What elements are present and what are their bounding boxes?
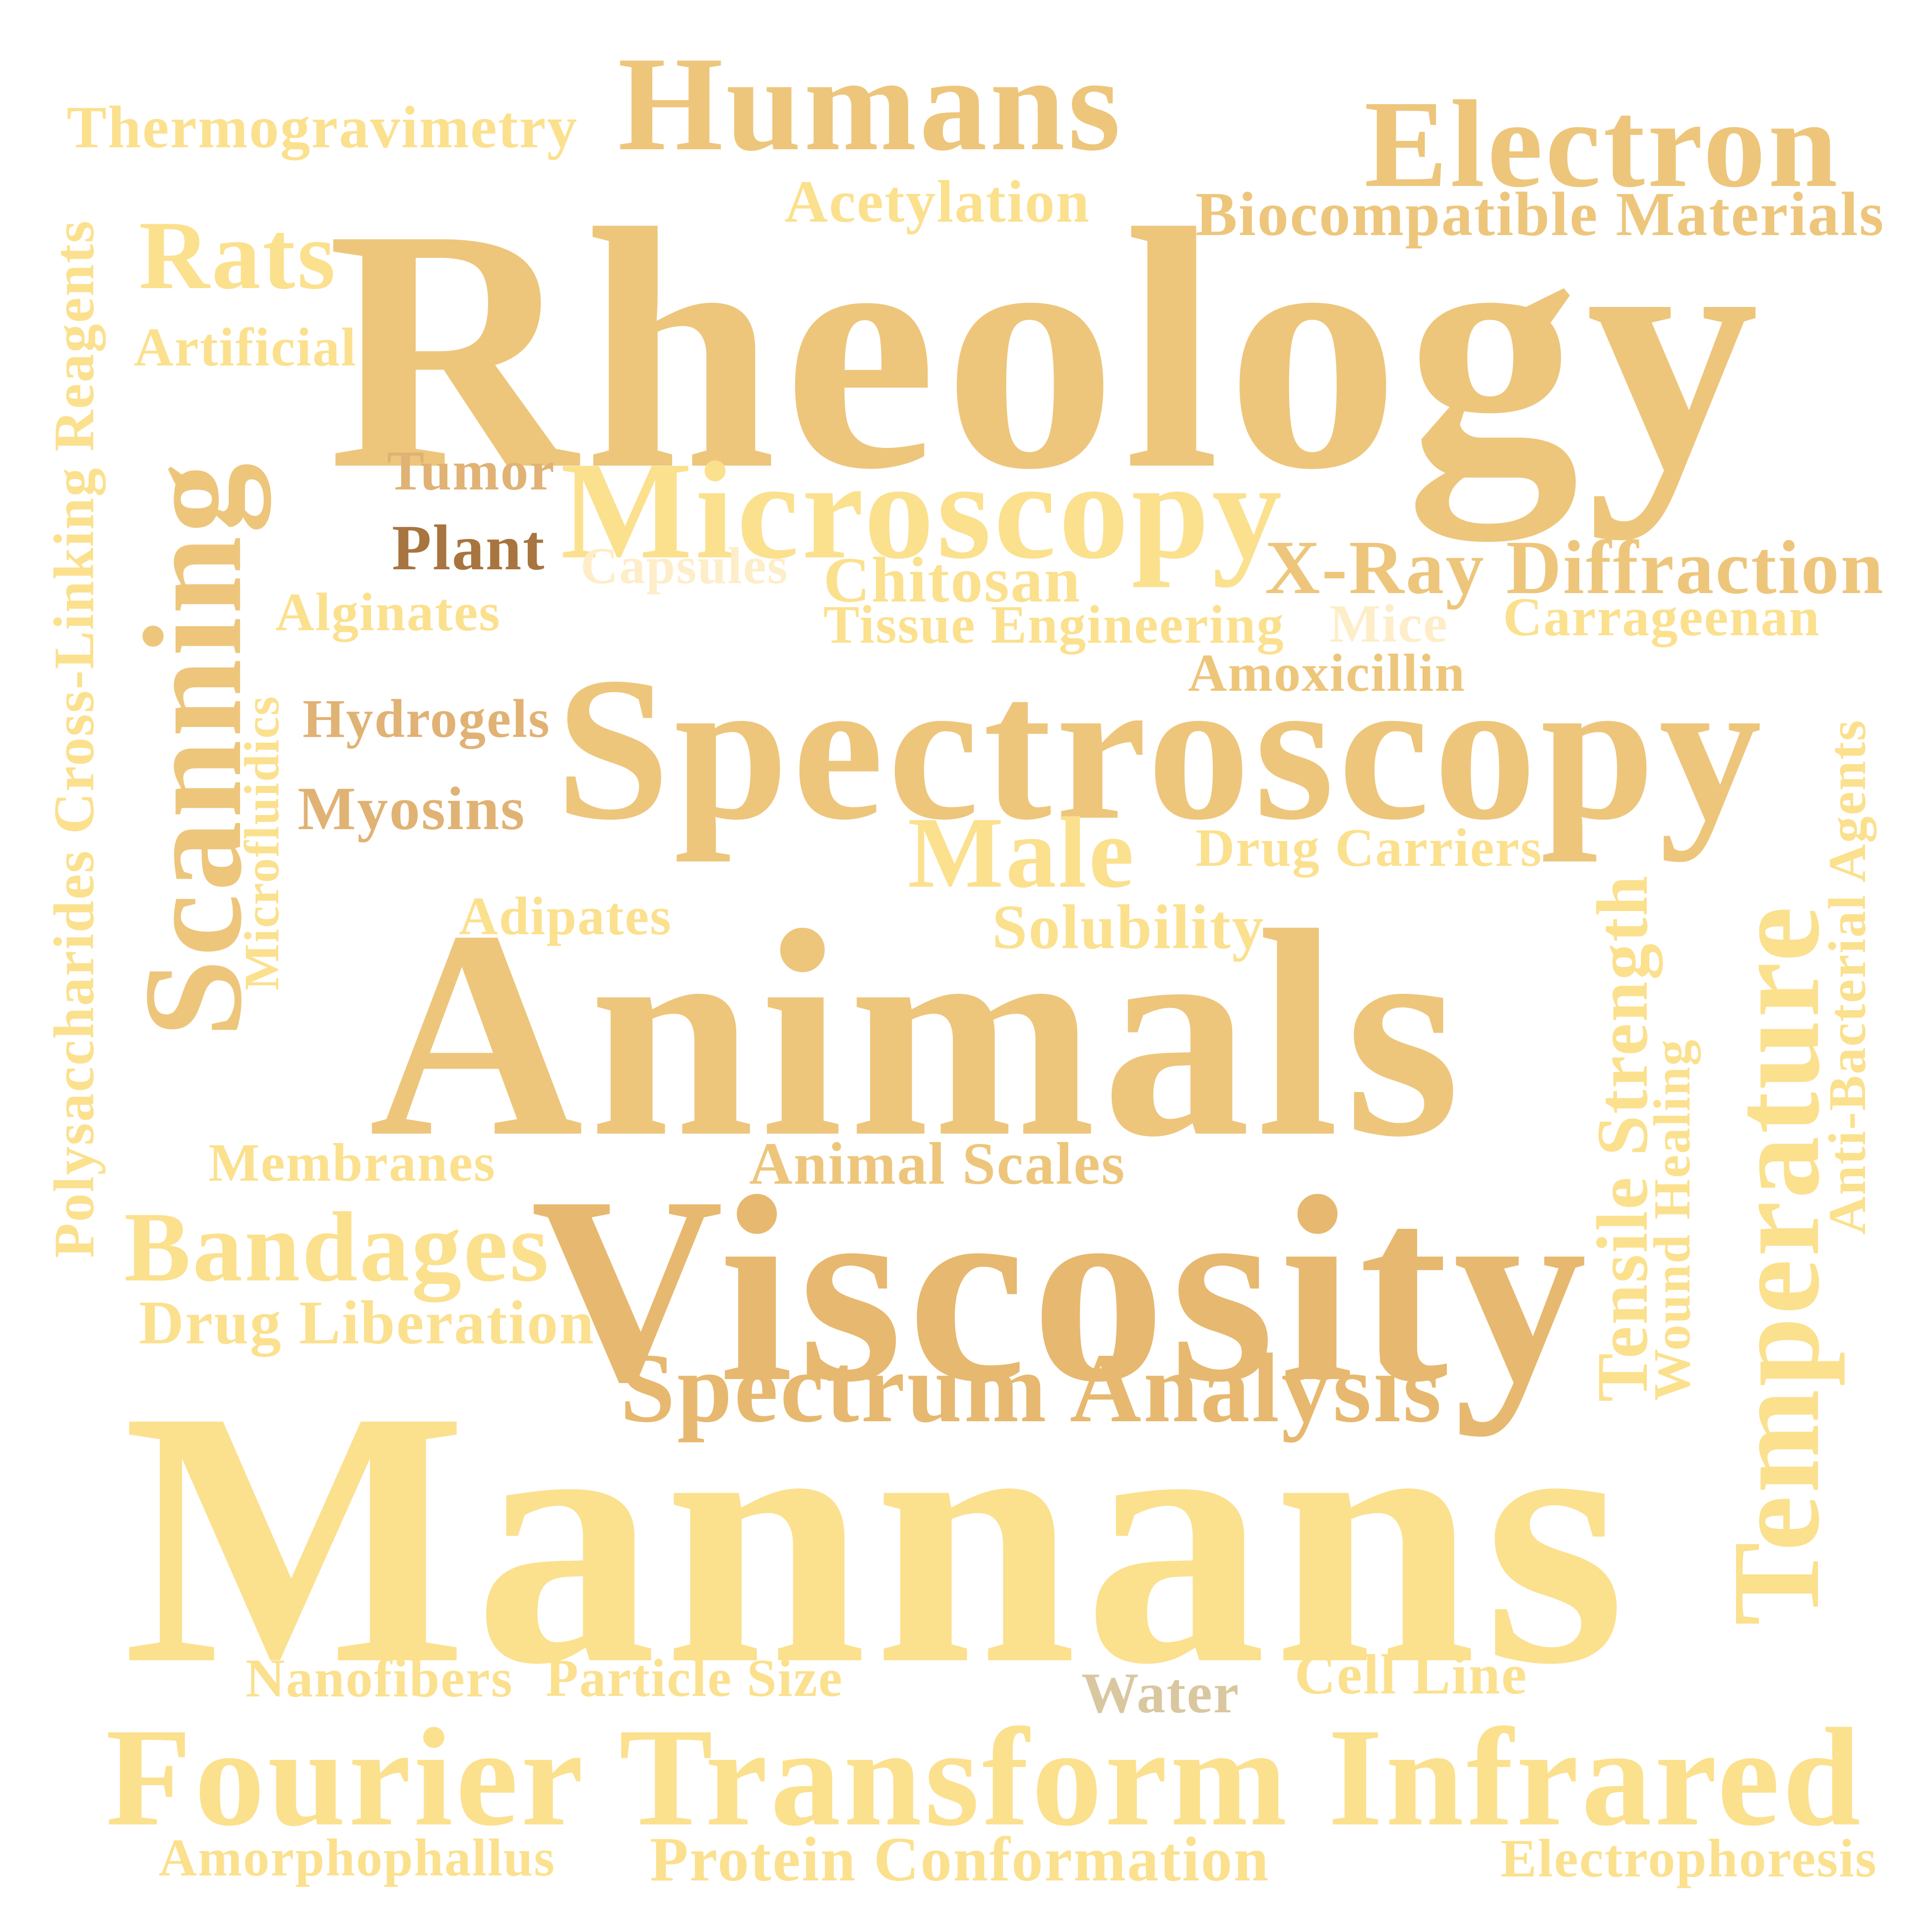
word-x-ray-diffraction: X-Ray Diffraction [1265, 525, 1885, 610]
word-wound-healing: Wound Healing [1642, 1038, 1701, 1401]
word-drug-liberation: Drug Liberation [139, 1288, 595, 1357]
word-spectrum-analysis: Spectrum Analysis [620, 1333, 1443, 1444]
word-drug-carriers: Drug Carriers [1195, 817, 1543, 878]
word-acetylation: Acetylation [784, 169, 1091, 236]
word-electrophoresis: Electrophoresis [1500, 1827, 1877, 1888]
word-alginates: Alginates [275, 582, 501, 642]
word-humans: Humans [618, 29, 1123, 179]
word-cell-line: Cell Line [1295, 1643, 1528, 1706]
word-thermogravimetry: Thermogravimetry [66, 94, 578, 161]
word-myosins: Myosins [298, 774, 526, 843]
word-tumor: Tumor [387, 440, 556, 502]
word-microfluidics: Microfluidics [234, 695, 289, 991]
word-artificial: Artificial [134, 316, 357, 377]
word-chitosan: Chitosan [823, 544, 1081, 616]
word-water: Water [1081, 1661, 1240, 1725]
word-nanofibers: Nanofibers [246, 1648, 513, 1709]
word-temperature: Temperature [1706, 904, 1845, 1626]
word-spectroscopy: Spectroscopy [556, 634, 1766, 862]
word-mice: Mice [1329, 593, 1448, 654]
word-rats: Rats [139, 201, 337, 310]
word-male: Male [908, 796, 1136, 909]
word-animal-scales: Animal Scales [749, 1131, 1126, 1198]
word-protein-conformation: Protein Conformation [650, 1824, 1270, 1894]
word-electron: Electron [1364, 74, 1840, 213]
word-amorphophallus: Amorphophallus [159, 1829, 556, 1888]
word-mannans: Mannans [123, 1335, 1633, 1739]
word-tissue-engineering: Tissue Engineering [823, 594, 1285, 655]
word-membranes: Membranes [208, 1132, 496, 1193]
word-plant: Plant [392, 512, 546, 584]
word-viscosity: Viscosity [531, 1141, 1592, 1437]
word-hydrogels: Hydrogels [303, 688, 551, 749]
word-rheology: Rheology [327, 158, 1766, 541]
word-amoxicillin: Amoxicillin [1188, 643, 1466, 703]
word-solubility: Solubility [992, 892, 1265, 963]
word-bandages: Bandages [124, 1192, 551, 1303]
word-animals: Animals [369, 869, 1467, 1198]
word-carrageenan: Carrageenan [1503, 587, 1820, 648]
word-capsules: Capsules [580, 536, 789, 595]
word-particle-size: Particle Size [546, 1649, 843, 1708]
word-microscopy: Microscopy [561, 433, 1285, 588]
word-adipates: Adipates [459, 886, 672, 946]
word-biocompatible-materials: Biocompatible Materials [1195, 180, 1885, 249]
word-polysaccharides-cross-linking-reagents: Polysaccharides Cross-Linking Reagents [42, 219, 106, 1259]
word-fourier-transform-infrared: Fourier Transform Infrared [106, 1699, 1864, 1856]
